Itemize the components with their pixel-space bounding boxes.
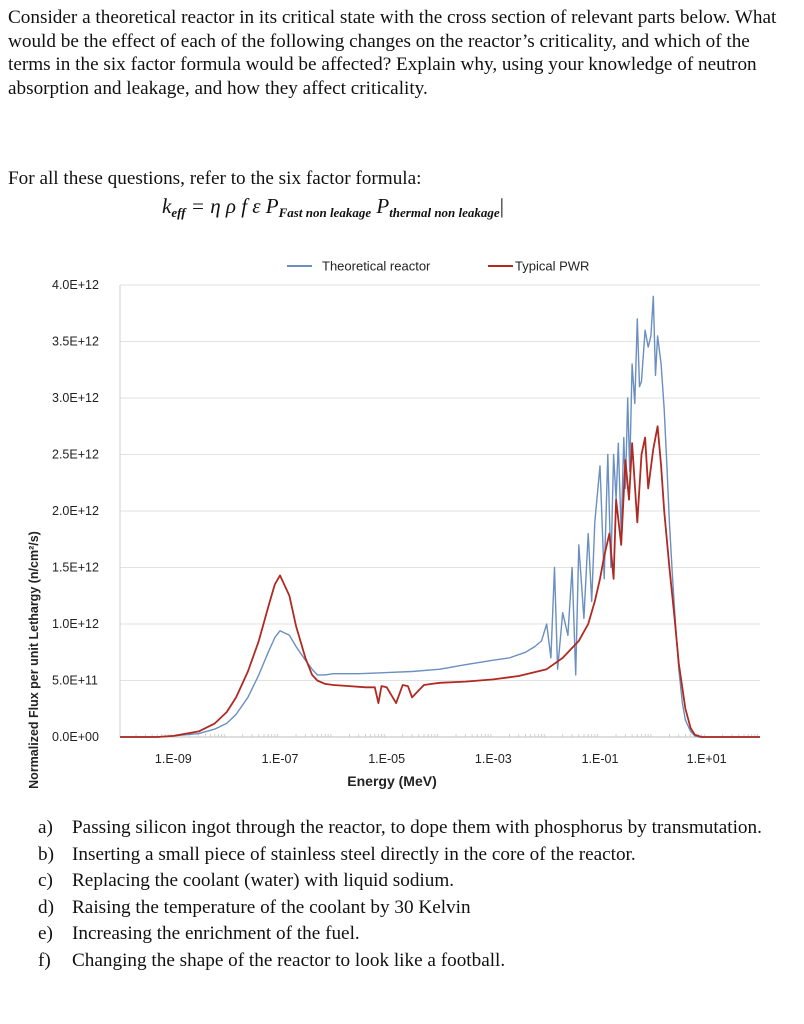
y-tick-label: 3.5E+12 — [52, 335, 99, 349]
x-tick-label: 1.E-01 — [582, 752, 619, 766]
x-axis-ticks: 1.E-09 1.E-07 1.E-05 1.E-03 1.E-01 1.E+01 — [155, 752, 727, 766]
y-axis-ticks: 0.0E+00 5.0E+11 1.0E+12 1.5E+12 2.0E+12 2.5E+… — [52, 278, 99, 744]
list-item: a) Passing silicon ingot through the reac… — [38, 815, 778, 842]
list-item: b) Inserting a small piece of stainless s… — [38, 842, 778, 869]
six-factor-formula: keff = η ρ f ε PFast non leakage Ptherma… — [162, 194, 504, 221]
x-tick-label: 1.E-05 — [368, 752, 405, 766]
y-axis-label: Normalized Flux per unit Lethargy (n/cm²… — [27, 531, 41, 789]
chart-gridlines — [119, 284, 760, 738]
formula-rhs: = η ρ f ε P — [185, 194, 279, 218]
formula-lhs: k — [162, 194, 172, 218]
x-axis-label: Energy (MeV) — [347, 773, 436, 789]
y-tick-label: 0.0E+00 — [52, 730, 99, 744]
legend-label-theoretical: Theoretical reactor — [322, 258, 431, 273]
item-text: Replacing the coolant (water) with liqui… — [72, 870, 455, 891]
formula-thermal-nonleakage-subscript: thermal non leakage — [389, 205, 500, 220]
list-item: c) Replacing the coolant (water) with liq… — [38, 868, 778, 895]
item-marker: f) — [38, 949, 51, 971]
x-tick-label: 1.E+01 — [687, 752, 727, 766]
y-tick-label: 4.0E+12 — [52, 278, 99, 292]
x-tick-label: 1.E-07 — [262, 752, 299, 766]
y-tick-label: 2.5E+12 — [52, 448, 99, 462]
item-marker: b) — [38, 843, 54, 865]
series-line-pwr — [120, 425, 760, 738]
formula-lhs-subscript: eff — [171, 205, 186, 220]
item-text: Increasing the enrichment of the fuel. — [72, 923, 360, 944]
x-tick-label: 1.E-09 — [155, 752, 192, 766]
question-intro: Consider a theoretical reactor in its cr… — [8, 7, 777, 99]
y-tick-label: 1.0E+12 — [52, 617, 99, 631]
chart-legend: Theoretical reactor Typical PWR — [287, 258, 589, 273]
formula-thermal-p: P — [371, 194, 390, 218]
item-text: Changing the shape of the reactor to loo… — [72, 949, 506, 971]
flux-spectrum-chart: 0.0E+00 5.0E+11 1.0E+12 1.5E+12 2.0E+12 2.5E+… — [27, 258, 760, 789]
series-line-theoretical — [120, 295, 760, 738]
item-marker: e) — [38, 923, 53, 944]
formula-fast-nonleakage-subscript: Fast non leakage — [278, 205, 372, 220]
formula-intro: For all these questions, refer to the si… — [8, 168, 422, 189]
y-tick-label: 1.5E+12 — [52, 561, 99, 575]
list-item: d) Raising the temperature of the coolant… — [38, 895, 778, 922]
item-text: Passing silicon ingot through the reacto… — [72, 817, 762, 838]
y-tick-label: 5.0E+11 — [52, 674, 98, 688]
x-tick-label: 1.E-03 — [475, 752, 512, 766]
list-item: f) Changing the shape of the reactor to l… — [38, 948, 778, 975]
item-marker: a) — [38, 817, 53, 838]
item-text: Inserting a small piece of stainless ste… — [72, 843, 636, 865]
y-tick-label: 2.0E+12 — [52, 504, 99, 518]
list-item: e) Increasing the enrichment of the fuel. — [38, 921, 778, 948]
legend-label-pwr: Typical PWR — [515, 258, 589, 273]
text-cursor: | — [499, 194, 504, 218]
item-text: Raising the temperature of the coolant b… — [72, 896, 471, 918]
item-marker: c) — [38, 870, 53, 891]
chart-series — [120, 295, 760, 738]
y-tick-label: 3.0E+12 — [52, 391, 99, 405]
item-marker: d) — [38, 896, 54, 918]
question-list: a) Passing silicon ingot through the reac… — [38, 815, 778, 974]
